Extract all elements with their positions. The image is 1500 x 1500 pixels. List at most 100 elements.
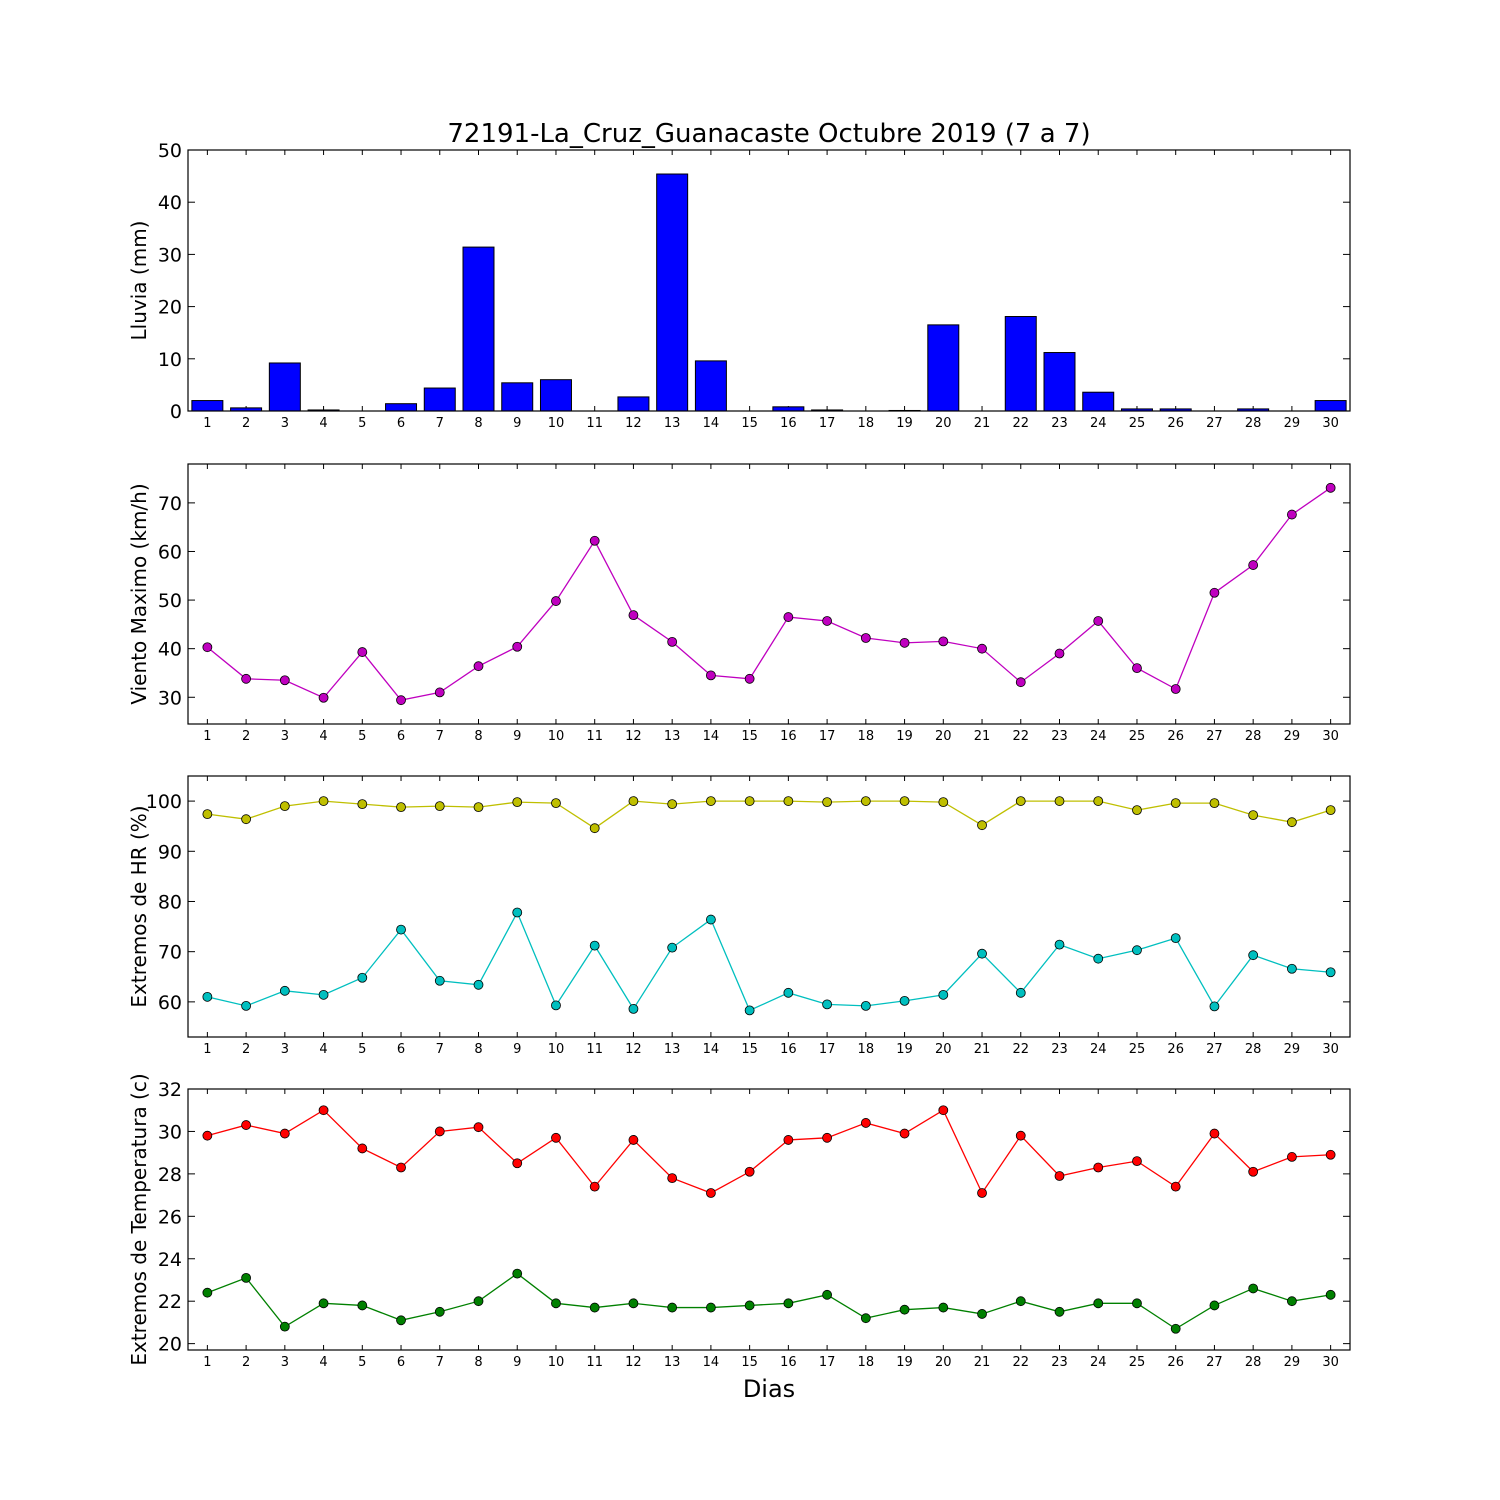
point-series-1-day-13	[667, 1173, 678, 1184]
point-series-2-day-14	[706, 914, 716, 925]
bar-day-16	[772, 406, 805, 412]
point-series-1-day-7	[434, 801, 445, 812]
point-series-1-day-19	[899, 1128, 910, 1139]
x-tick-label: 11	[586, 416, 603, 431]
bar-day-30	[1314, 400, 1347, 412]
x-tick-label: 18	[858, 729, 875, 744]
point-series-2-day-22	[1015, 987, 1026, 998]
x-tick-label: 20	[935, 1042, 952, 1057]
point-series-1-day-28	[1248, 810, 1259, 821]
x-tick-label: 26	[1167, 1355, 1184, 1370]
point-series-1-day-17	[822, 797, 832, 807]
x-tick-label: 7	[436, 729, 444, 744]
bar-day-3	[268, 362, 301, 412]
bar-day-14	[694, 360, 727, 412]
x-tick-label: 19	[896, 1355, 913, 1370]
y-tick-label: 70	[158, 942, 182, 964]
point-series-2-day-30	[1325, 967, 1336, 978]
x-tick-label: 8	[474, 416, 482, 431]
x-tick-label: 6	[397, 1042, 405, 1057]
point-series-1-day-8	[473, 802, 484, 813]
point-series-2-day-21	[977, 1309, 987, 1319]
point-series-2-day-18	[860, 1313, 871, 1324]
x-tick-label: 8	[474, 1355, 482, 1370]
x-tick-label: 17	[819, 729, 836, 744]
point-series-1-day-11	[589, 823, 600, 834]
point-series-2-day-29	[1287, 963, 1297, 974]
x-tick-label: 7	[436, 1355, 444, 1370]
x-tick-label: 9	[513, 729, 521, 744]
point-series-1-day-17	[822, 1132, 832, 1143]
x-tick-label: 13	[664, 1042, 681, 1057]
x-axis-label: Dias	[743, 1375, 795, 1403]
point-series-1-day-30	[1325, 1149, 1336, 1160]
x-tick-label: 3	[281, 416, 289, 431]
x-tick-label: 27	[1206, 729, 1223, 744]
point-series-2-day-27	[1209, 1001, 1220, 1012]
point-series-1-day-21	[977, 820, 987, 831]
x-tick-label: 2	[242, 729, 250, 744]
x-tick-label: 12	[625, 1355, 642, 1370]
y-tick-label: 40	[158, 192, 182, 214]
y-axis-label: Lluvia (mm)	[127, 221, 151, 341]
x-tick-label: 6	[397, 1355, 405, 1370]
y-axis-label: Extremos de HR (%)	[127, 805, 151, 1007]
point-series-1-day-6	[396, 802, 406, 813]
point-series-1-day-28	[1248, 1166, 1259, 1177]
point-series-1-day-27	[1209, 587, 1220, 598]
point-series-2-day-10	[551, 1298, 561, 1309]
point-series-2-day-4	[318, 1298, 329, 1309]
bar-day-6	[385, 403, 418, 412]
point-series-1-day-25	[1132, 805, 1142, 816]
x-tick-label: 4	[319, 416, 327, 431]
x-tick-label: 20	[935, 1355, 952, 1370]
x-tick-label: 13	[664, 1355, 681, 1370]
point-series-2-day-11	[589, 940, 600, 951]
y-tick-label: 50	[158, 590, 182, 612]
point-series-1-day-21	[977, 1188, 987, 1198]
x-tick-label: 18	[858, 416, 875, 431]
x-tick-label: 10	[548, 416, 565, 431]
point-series-2-day-22	[1015, 1296, 1026, 1307]
y-tick-label: 22	[158, 1291, 182, 1313]
x-tick-label: 9	[513, 416, 521, 431]
x-tick-label: 14	[703, 1355, 720, 1370]
x-tick-label: 12	[625, 729, 642, 744]
x-tick-label: 11	[586, 729, 603, 744]
bar-day-12	[617, 396, 650, 412]
point-series-1-day-30	[1325, 482, 1336, 493]
point-series-1-day-5	[357, 799, 368, 810]
point-series-1-day-23	[1054, 796, 1065, 806]
x-tick-label: 8	[474, 729, 482, 744]
bar-day-20	[927, 324, 960, 412]
point-series-2-day-16	[783, 1298, 794, 1309]
x-tick-label: 13	[664, 729, 681, 744]
point-series-1-day-9	[512, 797, 523, 807]
x-tick-label: 19	[896, 416, 913, 431]
point-series-1-day-27	[1209, 798, 1220, 809]
x-tick-label: 23	[1051, 416, 1068, 431]
x-tick-label: 28	[1245, 1355, 1262, 1370]
point-series-2-day-23	[1054, 1306, 1065, 1317]
point-series-2-day-23	[1054, 939, 1065, 950]
x-tick-label: 19	[896, 729, 913, 744]
x-tick-label: 3	[281, 729, 289, 744]
point-series-2-day-20	[938, 989, 949, 1000]
x-tick-label: 9	[513, 1355, 521, 1370]
y-tick-label: 26	[158, 1206, 182, 1228]
x-tick-label: 16	[780, 729, 797, 744]
x-tick-label: 26	[1167, 1042, 1184, 1057]
point-series-2-day-26	[1170, 1323, 1181, 1334]
point-series-1-day-2	[241, 814, 252, 825]
point-series-2-day-7	[434, 975, 445, 986]
point-series-1-day-5	[357, 647, 368, 657]
point-series-1-day-3	[279, 801, 290, 812]
point-series-2-day-8	[473, 979, 484, 990]
x-tick-label: 4	[319, 1042, 327, 1057]
x-tick-label: 22	[1012, 729, 1029, 744]
point-series-1-day-8	[473, 1122, 484, 1133]
x-tick-label: 17	[819, 1355, 836, 1370]
point-series-1-day-25	[1132, 1156, 1142, 1167]
point-series-1-day-20	[938, 797, 949, 807]
